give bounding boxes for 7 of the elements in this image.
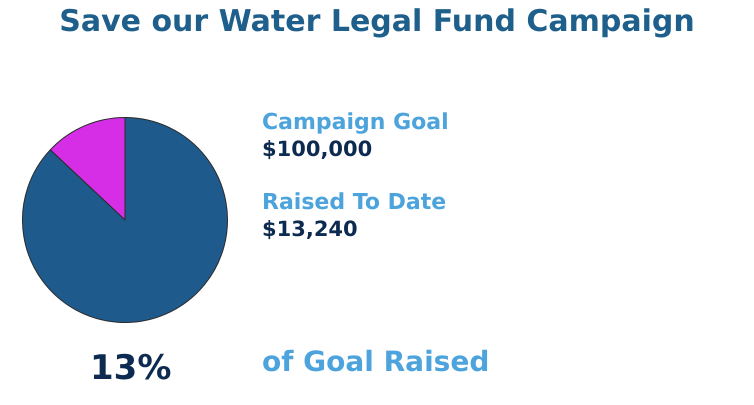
- text: $100,000: [262, 137, 372, 161]
- text: 13%: [90, 348, 172, 388]
- text: Campaign Goal: [262, 110, 449, 135]
- text: Save our Water Legal Fund Campaign: [58, 4, 696, 39]
- text: $13,240: [262, 217, 358, 241]
- text: of Goal Raised: [262, 345, 490, 378]
- text: Raised To Date: [262, 190, 446, 215]
